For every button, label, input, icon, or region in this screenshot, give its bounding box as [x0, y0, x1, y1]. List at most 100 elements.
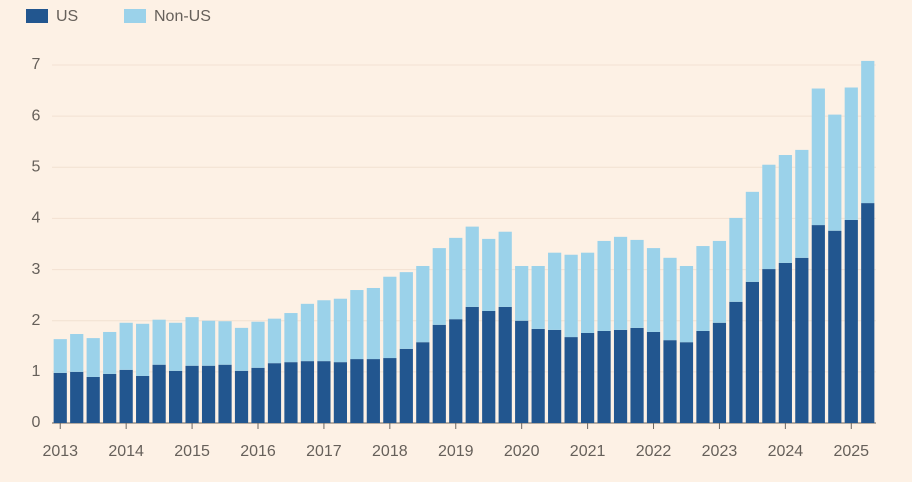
bar-segment: [696, 330, 710, 423]
bar-segment: [284, 313, 298, 363]
legend-swatch: [124, 9, 146, 23]
bar-segment: [449, 319, 463, 423]
bar-segment: [861, 203, 875, 423]
bar-segment: [399, 348, 413, 423]
bar-segment: [762, 164, 776, 270]
bar-segment: [169, 370, 183, 423]
bar-segment: [811, 225, 825, 423]
bar-segment: [218, 364, 232, 423]
x-tick-label: 2020: [504, 443, 540, 460]
y-tick-label: 3: [32, 261, 41, 278]
bar-segment: [300, 361, 315, 423]
x-tick-label: 2024: [768, 443, 804, 460]
bar-segment: [119, 369, 133, 423]
bar-segment: [169, 322, 183, 371]
bar-segment: [234, 327, 249, 371]
bar-segment: [646, 331, 661, 423]
bar-segment: [399, 272, 413, 349]
legend-label: US: [56, 8, 78, 25]
bar-segment: [613, 236, 628, 330]
bar-segment: [811, 88, 825, 226]
bar-segment: [498, 306, 512, 423]
bar-segment: [515, 265, 529, 321]
bar-segment: [581, 332, 595, 423]
bar-segment: [844, 87, 858, 220]
bar-segment: [762, 269, 776, 423]
y-tick-label: 2: [32, 312, 41, 329]
bar-segment: [482, 310, 496, 423]
bar-segment: [531, 328, 545, 423]
bar-segment: [333, 298, 347, 363]
bar-segment: [267, 363, 282, 423]
x-tick-label: 2019: [438, 443, 474, 460]
y-tick-label: 0: [32, 414, 41, 431]
bar-segment: [333, 362, 347, 423]
bar-segment: [432, 324, 446, 423]
bar-segment: [70, 334, 84, 372]
bar-segment: [548, 252, 562, 330]
bar-segment: [152, 319, 166, 365]
bar-segment: [383, 358, 397, 423]
bar-segment: [449, 237, 463, 320]
bar-segment: [581, 252, 595, 333]
bar-segment: [465, 306, 479, 423]
bar-segment: [317, 361, 331, 423]
x-tick-label: 2016: [240, 443, 276, 460]
y-tick-label: 4: [32, 210, 41, 227]
x-tick-label: 2017: [306, 443, 342, 460]
x-tick-label: 2023: [702, 443, 738, 460]
bar-segment: [498, 231, 512, 307]
bar-segment: [300, 303, 315, 362]
bar-segment: [482, 238, 496, 311]
bar-segment: [531, 265, 545, 329]
y-tick-label: 6: [32, 107, 41, 124]
bar-segment: [745, 281, 759, 423]
bar-segment: [597, 240, 611, 331]
bar-segment: [795, 257, 809, 423]
bar-segment: [630, 327, 644, 423]
bar-segment: [383, 276, 397, 359]
bar-segment: [103, 331, 117, 374]
bar-segment: [366, 287, 380, 360]
x-tick-label: 2015: [174, 443, 210, 460]
bar-segment: [201, 320, 216, 366]
bar-segment: [630, 239, 644, 328]
bar-segment: [416, 342, 430, 423]
bar-segment: [350, 290, 364, 360]
x-tick-label: 2022: [636, 443, 672, 460]
bar-segment: [350, 359, 364, 423]
bar-segment: [317, 300, 331, 362]
bar-segment: [515, 320, 529, 423]
bar-segment: [679, 342, 694, 423]
bar-segment: [646, 248, 661, 332]
bar-segment: [201, 365, 216, 423]
bar-segment: [366, 359, 380, 423]
bar-segment: [465, 226, 479, 307]
bar-segment: [663, 340, 677, 423]
bar-segment: [86, 338, 100, 377]
bar-segment: [613, 329, 628, 423]
bar-segment: [795, 149, 809, 258]
bar-segment: [136, 323, 150, 376]
legend-label: Non-US: [154, 8, 211, 25]
bar-segment: [234, 370, 249, 423]
bar-segment: [103, 373, 117, 423]
bar-segment: [284, 362, 298, 423]
bar-segment: [861, 60, 875, 204]
bar-segment: [53, 372, 67, 423]
bar-segment: [828, 230, 842, 423]
x-tick-label: 2013: [42, 443, 78, 460]
bar-segment: [185, 317, 199, 366]
bar-segment: [416, 265, 430, 343]
bar-segment: [828, 114, 842, 231]
bar-segment: [712, 322, 727, 423]
bar-segment: [729, 301, 743, 423]
bar-segment: [564, 337, 578, 423]
legend-swatch: [26, 9, 48, 23]
y-tick-label: 7: [32, 56, 41, 73]
bar-segment: [86, 376, 100, 423]
bar-segment: [696, 246, 710, 331]
bar-segment: [778, 155, 792, 263]
bar-segment: [70, 371, 84, 423]
